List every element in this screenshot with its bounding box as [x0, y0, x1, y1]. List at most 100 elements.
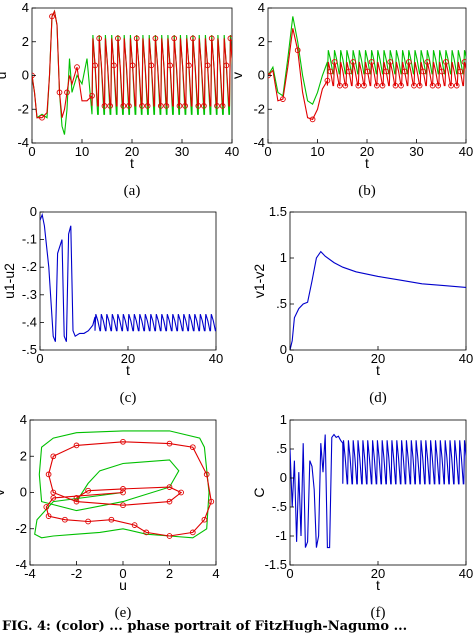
series-marker-red [309, 116, 316, 123]
x-tick-label: 20 [125, 144, 139, 159]
series-line-green [34, 430, 210, 539]
series-marker-red [461, 59, 466, 65]
x-tick-label: 40 [459, 351, 473, 366]
x-tick-label: 0 [36, 351, 43, 366]
y-axis-label: v [229, 72, 245, 79]
plot-area [40, 212, 216, 342]
y-tick-label: -.4 [22, 314, 37, 329]
series-marker-red [346, 68, 352, 75]
axes-box [289, 211, 467, 351]
y-tick-label: -2 [253, 101, 265, 116]
series-marker-red [383, 68, 390, 75]
series-marker-red [195, 103, 202, 109]
x-tick-label: 20 [371, 566, 385, 581]
series-marker-red [152, 35, 159, 42]
series-marker-red [401, 68, 408, 75]
plot-area [290, 433, 466, 549]
panel-caption: (e) [115, 605, 132, 621]
series-marker-red [342, 82, 349, 89]
series-marker-red [336, 82, 343, 89]
panel-d: 0 20 40 0 .5 1 1.5 t v1-v2 (d) [251, 204, 473, 406]
series-marker-red [280, 96, 286, 102]
plot-area [268, 16, 466, 123]
y-tick-label: 0 [280, 342, 287, 357]
y-tick-label: -.5 [22, 342, 37, 357]
series-marker-red [148, 62, 155, 69]
y-tick-label: .5 [276, 441, 287, 456]
series-marker-red [324, 77, 331, 84]
series-marker-red [208, 498, 215, 505]
x-tick-label: 0 [286, 351, 293, 366]
series-marker-red [361, 82, 367, 89]
y-tick-label: -.1 [22, 232, 37, 247]
x-tick-label: 10 [75, 144, 89, 159]
series-marker-red [89, 92, 95, 99]
series-marker-red [115, 35, 121, 42]
series-marker-red [108, 516, 115, 523]
series-marker-red [416, 82, 423, 89]
panel-f: 0 20 40 -1.5 -1 -.5 0 .5 1 t C (f) [251, 412, 473, 621]
series-marker-red [39, 114, 45, 121]
series-line-red [45, 441, 212, 537]
y-axis-label: C [251, 487, 267, 497]
series-marker-red [208, 35, 215, 42]
series-marker-red [139, 103, 145, 109]
series-marker-red [327, 68, 334, 75]
series-marker-red [133, 35, 140, 42]
series-line-red [268, 28, 466, 121]
x-axis-label: u [119, 577, 127, 593]
series-marker-red [201, 516, 208, 523]
series-marker-red [392, 82, 399, 89]
series-marker-red [331, 59, 338, 65]
series-marker-red [227, 35, 232, 42]
series-marker-red [131, 522, 138, 528]
x-tick-label: 40 [225, 144, 239, 159]
x-axis-label: t [376, 362, 380, 378]
panel-a: 0 10 20 30 40 -4 -2 0 2 4 t u (a) [0, 0, 239, 199]
series-marker-red [176, 103, 183, 109]
y-axis-label: u [0, 72, 9, 80]
series-marker-red [85, 518, 91, 525]
series-marker-red [49, 13, 55, 20]
y-tick-label: -4 [253, 135, 265, 150]
series-marker-red [143, 529, 150, 536]
x-tick-label: 0 [264, 144, 271, 159]
series-marker-red [379, 82, 386, 89]
y-tick-label: 2 [20, 448, 27, 463]
x-tick-label: -2 [71, 566, 83, 581]
series-marker-red [189, 444, 196, 451]
series-marker-red [448, 82, 454, 89]
panel-caption: (b) [358, 183, 376, 199]
plot-area [34, 430, 215, 539]
x-tick-label: 40 [459, 144, 473, 159]
series-marker-red [201, 103, 207, 109]
y-tick-label: -2 [15, 521, 27, 536]
x-axis-label: t [130, 155, 134, 171]
panels-group: 010203040-4-2024tu(a)010203040-4-2024tv(… [0, 0, 473, 621]
series-line-blue [290, 433, 466, 549]
series-marker-red [56, 89, 63, 96]
series-marker-red [167, 62, 173, 69]
x-tick-label: 2 [166, 566, 173, 581]
x-axis-label: t [376, 577, 380, 593]
series-marker-red [374, 82, 380, 89]
series-marker-red [435, 82, 442, 89]
series-marker-red [166, 533, 173, 539]
x-tick-label: 0 [28, 144, 35, 159]
y-axis-label: v [0, 489, 7, 496]
series-marker-red [144, 103, 151, 109]
y-axis-label: u1-u2 [1, 263, 17, 299]
series-marker-red [85, 487, 91, 494]
x-tick-label: 20 [121, 351, 135, 366]
series-marker-red [120, 486, 126, 492]
x-tick-label: 30 [409, 144, 423, 159]
series-marker-red [126, 103, 132, 109]
series-marker-red [96, 35, 103, 42]
series-marker-red [163, 103, 170, 109]
panel-caption: (a) [124, 183, 141, 199]
series-marker-red [223, 62, 230, 69]
figure-footer: FIG. 4: (color) ... phase portrait of Fi… [2, 619, 407, 634]
series-marker-red [411, 82, 417, 89]
series-marker-red [294, 47, 301, 54]
panel-b: 0 10 20 30 40 -4 -2 0 2 4 t v (b) [229, 0, 473, 199]
